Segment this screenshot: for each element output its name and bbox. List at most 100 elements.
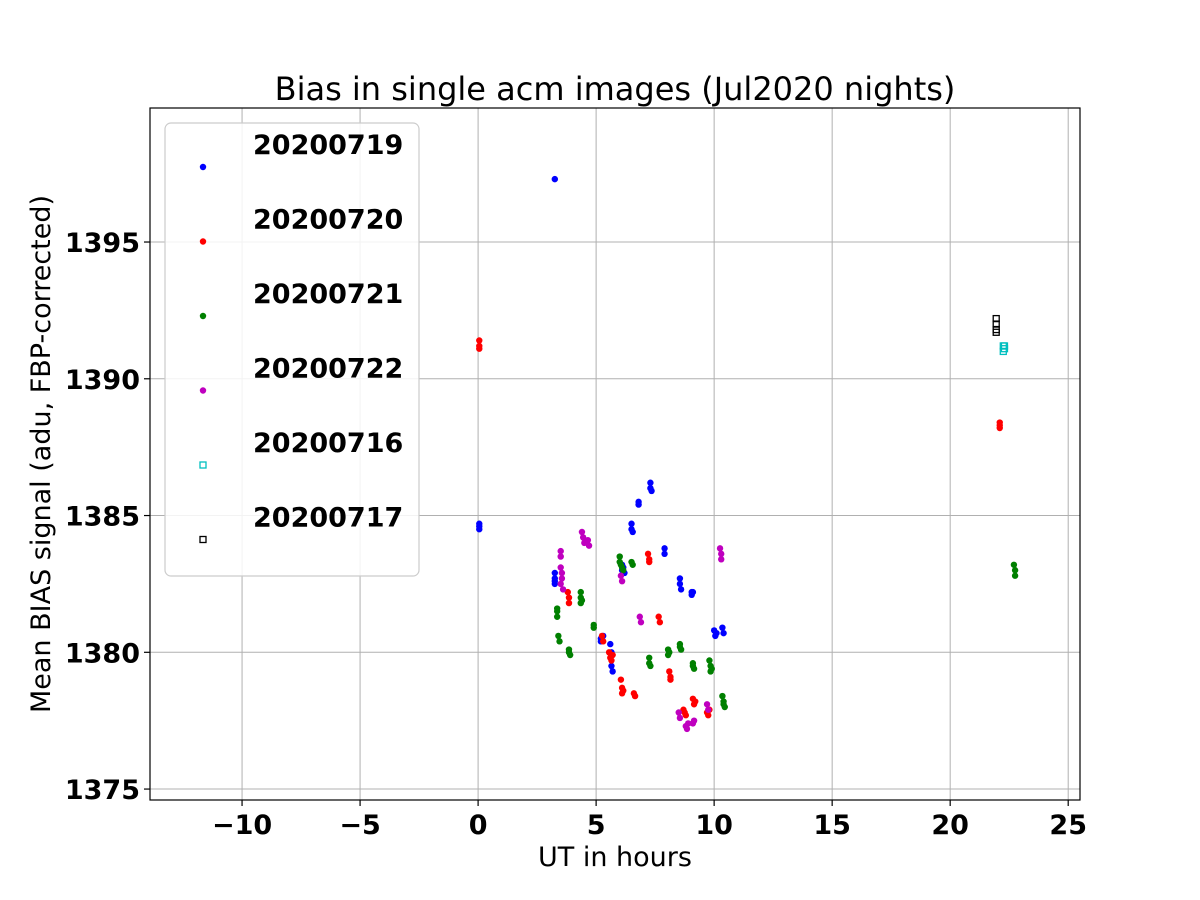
data-point <box>1011 567 1019 574</box>
data-point <box>578 597 586 604</box>
data-point <box>558 569 566 577</box>
series-20200720 <box>476 337 1003 719</box>
data-point <box>579 534 587 541</box>
x-tick-label: 15 <box>813 810 851 841</box>
data-point <box>476 345 483 352</box>
data-point <box>557 580 564 588</box>
data-point <box>996 424 1003 432</box>
data-point <box>557 564 564 571</box>
y-tick-label: 1385 <box>65 502 140 533</box>
data-point <box>721 703 728 711</box>
data-point <box>618 577 626 585</box>
data-point <box>608 657 615 664</box>
legend-label: 20200720 <box>253 205 403 236</box>
x-tick-label: −10 <box>212 810 272 841</box>
data-point <box>648 487 655 495</box>
data-point <box>557 547 564 555</box>
data-point <box>677 586 685 593</box>
legend-marker <box>199 238 207 245</box>
data-point <box>565 599 573 607</box>
data-point <box>666 649 673 656</box>
data-point <box>584 536 592 544</box>
data-point <box>677 646 685 653</box>
data-point <box>599 638 607 645</box>
data-point <box>553 613 561 620</box>
data-point <box>684 720 692 727</box>
data-point <box>551 580 559 588</box>
data-point <box>629 528 636 536</box>
data-point <box>628 520 635 527</box>
series-20200719 <box>476 175 727 675</box>
x-axis-label: UT in hours <box>538 842 692 873</box>
data-point <box>637 619 645 626</box>
data-point <box>609 668 616 675</box>
data-point <box>556 638 563 645</box>
data-point <box>555 632 562 640</box>
data-point <box>689 588 697 596</box>
data-point <box>719 692 726 700</box>
data-point <box>559 586 567 593</box>
data-point <box>690 717 698 724</box>
axis-ticks: −10 −5 0 5 10 15 20 25 1375 1380 1385 1390 1395 <box>65 228 1087 841</box>
data-point <box>558 575 566 582</box>
data-point <box>617 572 625 579</box>
legend-marker <box>199 387 207 394</box>
legend-marker <box>199 163 207 171</box>
data-point <box>620 567 627 574</box>
data-point <box>553 608 561 615</box>
data-point <box>557 553 564 560</box>
data-point <box>646 654 653 661</box>
legend-label: 20200717 <box>253 503 403 534</box>
x-tick-label: 10 <box>695 810 733 841</box>
data-point <box>577 588 584 596</box>
legend-label: 20200719 <box>253 130 403 161</box>
data-point <box>551 175 559 183</box>
y-axis-label: Mean BIAS signal (adu, FBP-corrected) <box>26 195 57 713</box>
series-20200717 <box>992 314 1000 336</box>
data-point <box>476 337 483 344</box>
data-points <box>476 175 1019 733</box>
data-point <box>713 629 720 637</box>
legend-marker <box>199 535 207 544</box>
x-tick-label: −5 <box>339 810 380 841</box>
data-point <box>590 624 597 631</box>
data-point <box>667 676 674 683</box>
data-point <box>716 545 724 552</box>
data-point <box>629 561 636 568</box>
data-point <box>647 479 654 486</box>
data-point <box>705 706 712 713</box>
data-point <box>1010 561 1018 568</box>
x-tick-label: 0 <box>469 810 488 841</box>
legend-label: 20200721 <box>253 279 403 310</box>
data-point <box>676 714 684 722</box>
x-tick-label: 25 <box>1049 810 1087 841</box>
data-point <box>608 662 615 670</box>
legend-label: 20200716 <box>253 428 403 459</box>
legend-box <box>164 122 420 577</box>
x-tick-label: 5 <box>587 810 606 841</box>
data-point <box>616 553 623 560</box>
y-tick-label: 1375 <box>65 775 140 806</box>
data-point <box>661 545 668 552</box>
data-point <box>718 556 725 563</box>
data-point <box>636 613 643 620</box>
data-point <box>564 588 571 596</box>
data-point <box>683 725 691 733</box>
data-point <box>617 676 625 683</box>
legend-marker <box>199 461 207 469</box>
legend-marker <box>199 312 207 320</box>
data-point <box>720 629 727 637</box>
data-point <box>705 712 712 719</box>
data-point <box>635 501 642 508</box>
data-point <box>646 558 653 566</box>
data-point <box>703 701 711 708</box>
data-point <box>631 692 639 700</box>
data-point <box>476 526 483 533</box>
data-point <box>1000 342 1009 350</box>
data-point <box>566 651 574 659</box>
plot-frame <box>149 107 1081 801</box>
data-point <box>690 665 698 672</box>
legend-label: 20200722 <box>253 354 403 385</box>
data-point <box>551 569 559 577</box>
